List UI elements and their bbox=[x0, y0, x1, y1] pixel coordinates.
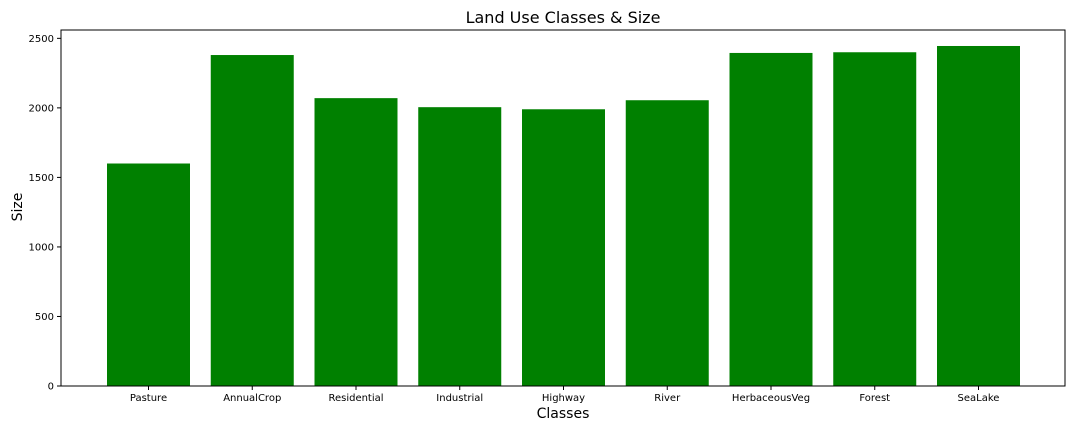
bar-sealake bbox=[937, 45, 1020, 387]
x-tick-label: Pasture bbox=[130, 393, 167, 404]
y-tick-label: 0 bbox=[48, 382, 54, 393]
bar-annualcrop bbox=[210, 55, 294, 386]
y-tick-label: 2000 bbox=[29, 103, 54, 114]
bar-forest bbox=[833, 52, 917, 386]
x-tick-label: SeaLake bbox=[958, 393, 1000, 404]
x-tick-label: AnnualCrop bbox=[223, 393, 281, 404]
y-tick-label: 1000 bbox=[29, 242, 54, 253]
y-tick-label: 1500 bbox=[29, 173, 54, 184]
x-tick-label: HerbaceousVeg bbox=[732, 393, 810, 404]
x-tick-label: Forest bbox=[859, 393, 890, 404]
bar-river bbox=[625, 100, 709, 386]
bar-residential bbox=[314, 98, 398, 386]
x-ticks-group: Pasture AnnualCrop Residential Industrial Hi… bbox=[130, 386, 1000, 404]
x-tick-label: Highway bbox=[542, 393, 585, 404]
x-axis-label: Classes bbox=[537, 406, 590, 422]
bar-industrial bbox=[418, 107, 502, 387]
y-tick-label: 500 bbox=[35, 312, 54, 323]
x-tick-label: River bbox=[654, 393, 681, 404]
chart-title: Land Use Classes & Size bbox=[466, 8, 661, 27]
bars-group bbox=[107, 45, 1020, 387]
bar-highway bbox=[522, 109, 605, 387]
y-ticks-group: 0 500 1000 1500 2000 2500 bbox=[29, 34, 61, 393]
y-tick-label: 2500 bbox=[29, 34, 54, 45]
bar-pasture bbox=[107, 163, 190, 386]
x-tick-label: Industrial bbox=[436, 393, 483, 404]
plot-area-frame bbox=[60, 29, 1066, 387]
y-axis-label: Size bbox=[10, 193, 26, 222]
x-tick-label: Residential bbox=[328, 393, 383, 404]
bar-herbaceousveg bbox=[729, 52, 813, 386]
